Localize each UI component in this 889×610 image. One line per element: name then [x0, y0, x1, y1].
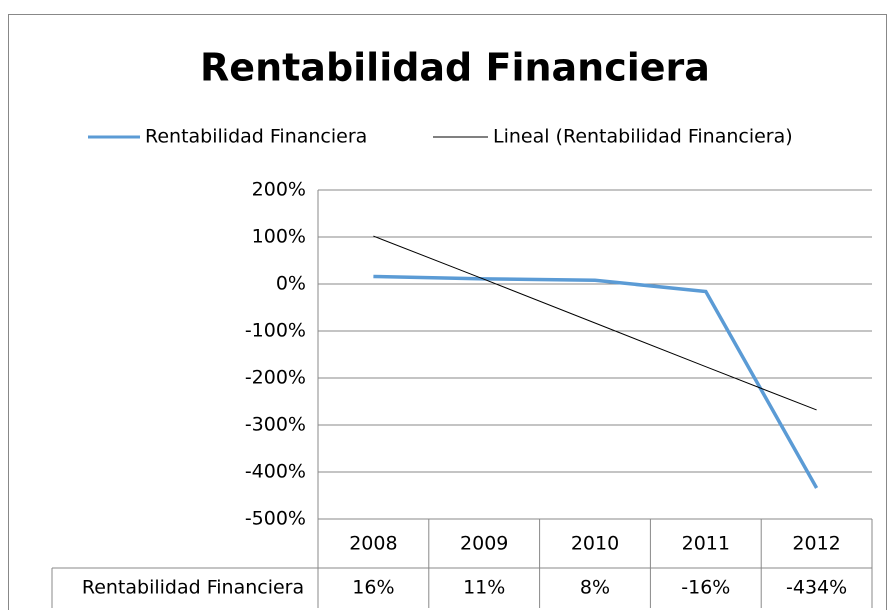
series-line	[373, 274, 819, 489]
y-tick-label: 0%	[276, 273, 306, 295]
y-tick-label: -200%	[245, 367, 306, 389]
data-label: 11%	[463, 577, 505, 599]
y-tick-label: -100%	[245, 320, 306, 342]
x-tick-label: 2012	[792, 533, 840, 555]
y-tick-label: 200%	[252, 179, 306, 201]
data-label: -434%	[786, 577, 847, 599]
series-line	[373, 235, 817, 411]
legend-label: Lineal (Rentabilidad Financiera)	[493, 126, 793, 148]
y-tick-label: -500%	[245, 508, 306, 530]
legend-label: Rentabilidad Financiera	[145, 126, 367, 148]
data-label: -16%	[681, 577, 730, 599]
y-tick-label: 100%	[252, 226, 306, 248]
x-tick-label: 2011	[682, 533, 730, 555]
data-label: 16%	[352, 577, 394, 599]
data-label: 8%	[580, 577, 610, 599]
y-tick-label: -400%	[245, 461, 306, 483]
chart-frame	[8, 14, 887, 610]
x-tick-label: 2009	[460, 533, 508, 555]
x-tick-label: 2010	[571, 533, 619, 555]
x-tick-label: 2008	[349, 533, 397, 555]
table-row-label: Rentabilidad Financiera	[82, 577, 304, 599]
y-tick-label: -300%	[245, 414, 306, 436]
chart-title: Rentabilidad Financiera	[200, 46, 710, 90]
